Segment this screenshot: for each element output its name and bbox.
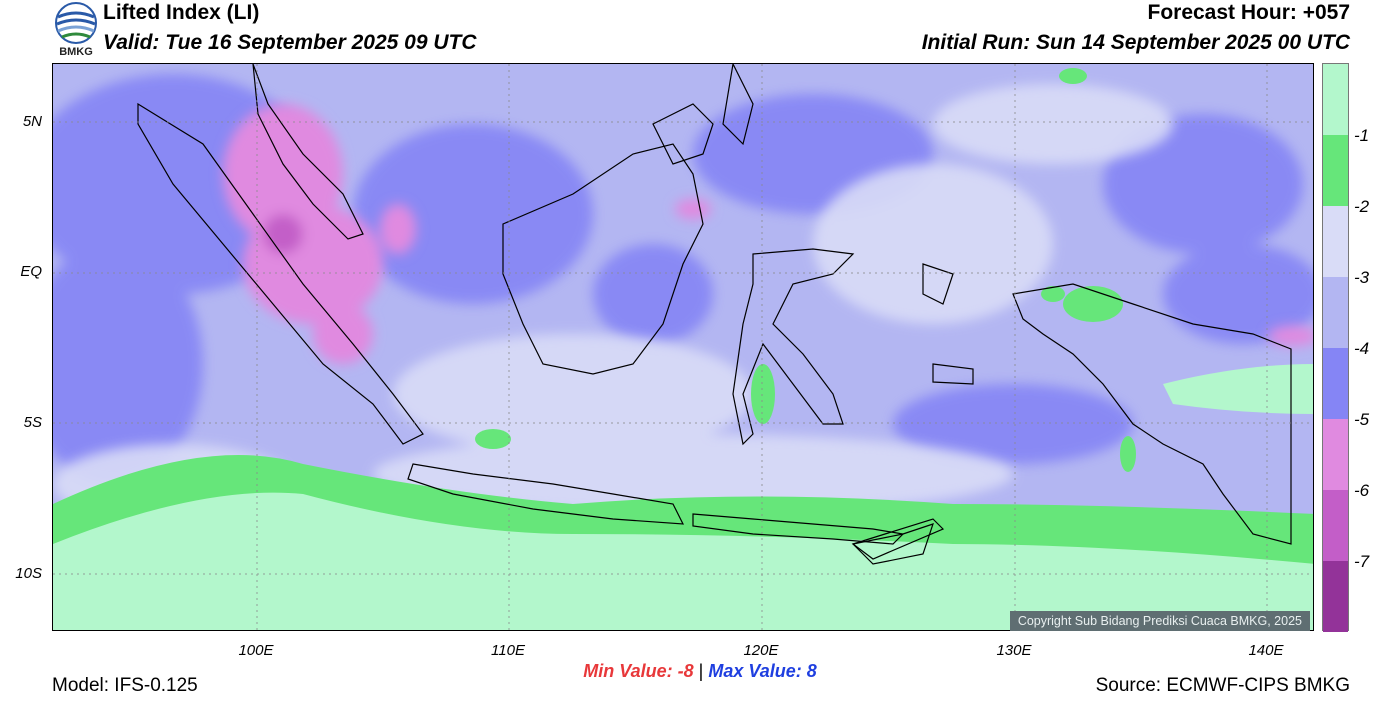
lon-label-100e: 100E	[238, 642, 274, 659]
map-canvas	[53, 64, 1313, 630]
lifted-index-map	[52, 63, 1314, 631]
colorbar-swatch	[1323, 561, 1348, 632]
colorbar-swatch	[1323, 348, 1348, 419]
lon-label-140e: 140E	[1248, 642, 1284, 659]
colorbar-label: -5	[1354, 410, 1370, 429]
chart-title: Lifted Index (LI)	[103, 1, 260, 24]
min-value: -8	[677, 661, 694, 681]
logo-text: BMKG	[59, 46, 93, 58]
max-value: 8	[806, 661, 817, 681]
lat-label-5n: 5N	[22, 113, 42, 130]
min-value-label: Min Value:	[583, 661, 673, 681]
colorbar-label: -7	[1354, 552, 1370, 571]
forecast-hour: Forecast Hour: +057	[1147, 1, 1351, 24]
colorbar	[1322, 63, 1349, 632]
colorbar-swatch	[1323, 490, 1348, 561]
lon-label-130e: 130E	[996, 642, 1032, 659]
colorbar-swatch	[1323, 135, 1348, 206]
min-max-separator: |	[698, 661, 704, 681]
copyright-notice: Copyright Sub Bidang Prediksi Cuaca BMKG…	[1009, 611, 1310, 631]
model-info: Model: IFS-0.125	[52, 675, 198, 696]
lat-label-5s: 5S	[23, 414, 42, 431]
colorbar-swatch	[1323, 277, 1348, 348]
lat-label-eq: EQ	[20, 263, 42, 280]
colorbar-label: -6	[1354, 481, 1370, 500]
initial-run: Initial Run: Sun 14 September 2025 00 UT…	[921, 31, 1350, 54]
colorbar-swatch	[1323, 206, 1348, 277]
colorbar-label: -4	[1354, 339, 1370, 358]
valid-time: Valid: Tue 16 September 2025 09 UTC	[103, 31, 477, 54]
colorbar-swatch	[1323, 419, 1348, 490]
colorbar-label: -2	[1354, 197, 1370, 216]
lon-label-120e: 120E	[743, 642, 779, 659]
source-info: Source: ECMWF-CIPS BMKG	[1095, 675, 1350, 696]
colorbar-swatch	[1323, 64, 1348, 135]
lat-label-10s: 10S	[15, 565, 42, 582]
min-max-values: Min Value: -8 | Max Value: 8	[0, 661, 1400, 682]
colorbar-label: -3	[1354, 268, 1370, 287]
colorbar-label: -1	[1354, 126, 1370, 145]
bmkg-logo	[52, 1, 100, 61]
max-value-label: Max Value:	[708, 661, 802, 681]
lon-label-110e: 110E	[491, 642, 525, 659]
